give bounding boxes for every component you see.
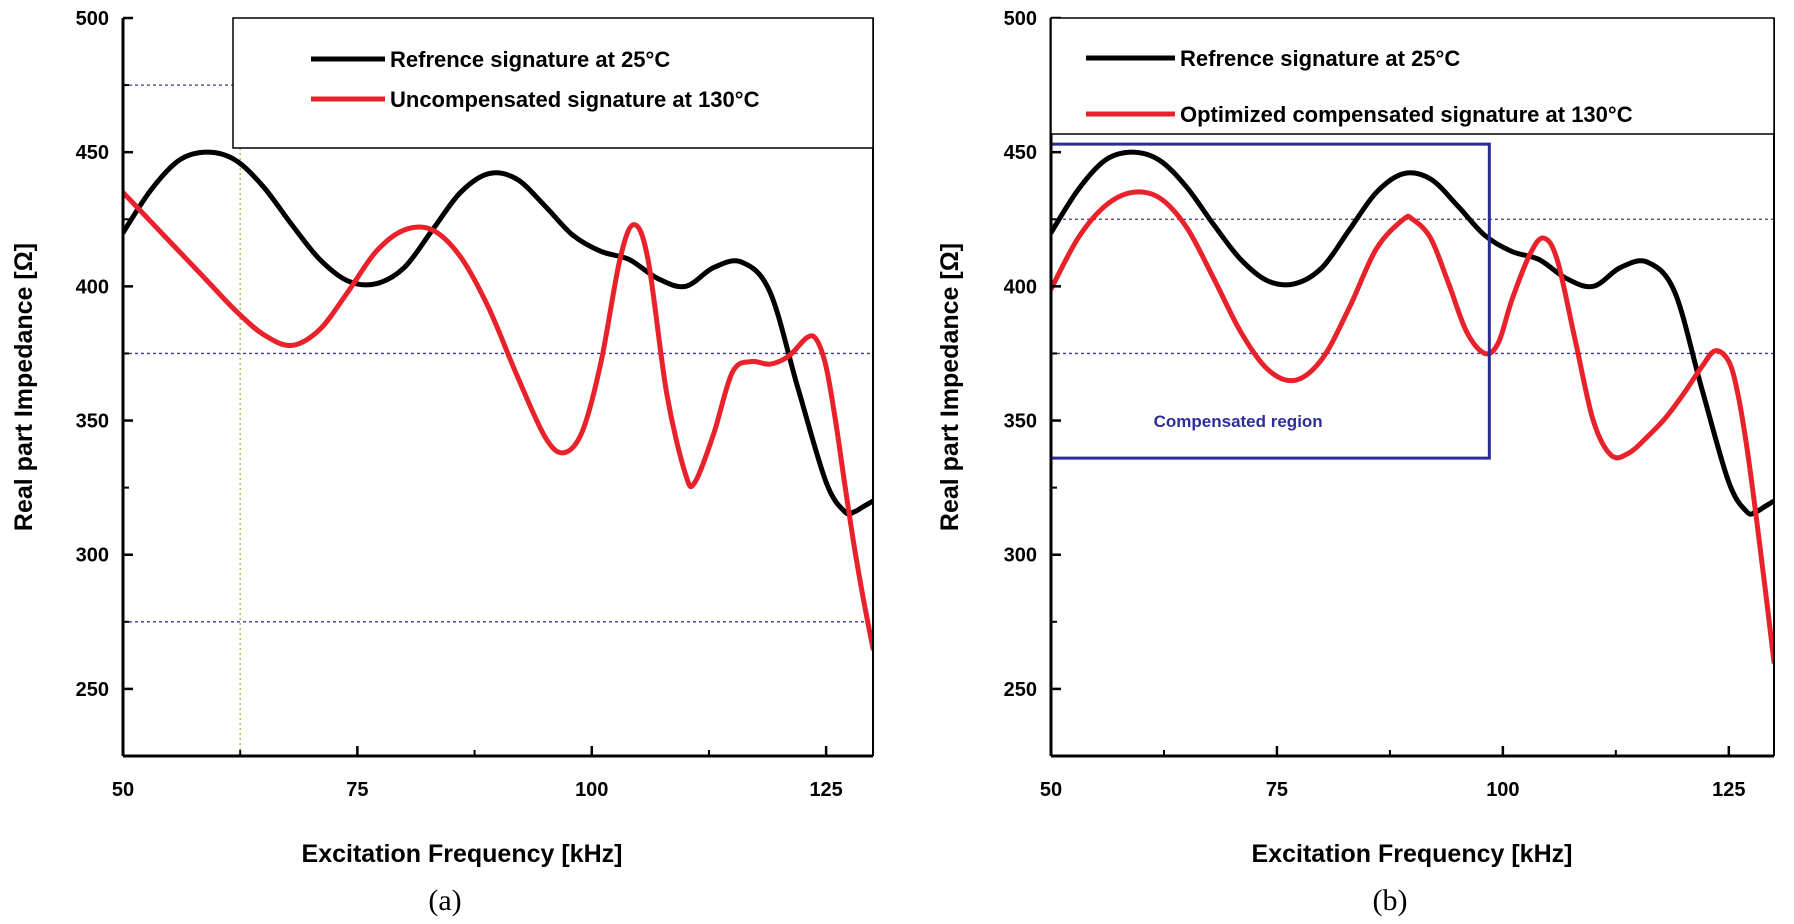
y-tick-label: 450 (1004, 142, 1037, 164)
x-axis-title: Excitation Frequency [kHz] (302, 840, 623, 868)
y-tick-label: 250 (1004, 679, 1037, 701)
y-tick-label: 450 (76, 142, 109, 164)
y-tick-label: 500 (1004, 8, 1037, 30)
y-tick-label: 350 (76, 411, 109, 433)
chart-panel-b: Compensated region 250 300 350 400 450 500 50 75… (936, 8, 1775, 917)
x-axis-title: Excitation Frequency [kHz] (1252, 840, 1573, 868)
x-tick-label: 100 (1486, 779, 1519, 801)
series-line-reference (1051, 149, 1774, 517)
compensated-region-label: Compensated region (1154, 412, 1323, 431)
x-tick-label: 50 (112, 779, 134, 801)
x-tick-label: 125 (809, 779, 842, 801)
y-tick-label: 400 (76, 276, 109, 298)
x-tick-label: 100 (575, 779, 608, 801)
y-axis-title: Real part Impedance [Ω] (936, 243, 964, 531)
legend-label: Optimized compensated signature at 130°C (1180, 102, 1633, 127)
chart-panel-a: 250 300 350 400 450 500 50 75 100 125 Excitation F… (10, 8, 874, 917)
y-tick-label: 400 (1004, 276, 1037, 298)
y-tick-label: 350 (1004, 411, 1037, 433)
y-tick-label: 300 (1004, 545, 1037, 567)
legend-label: Refrence signature at 25°C (1180, 46, 1460, 71)
legend-box (232, 17, 874, 149)
y-tick-label: 300 (76, 545, 109, 567)
panel-caption: (a) (428, 884, 461, 917)
series-line-reference (123, 149, 873, 517)
panel-caption: (b) (1373, 884, 1408, 917)
legend-label: Refrence signature at 25°C (390, 47, 670, 72)
y-axis-title: Real part Impedance [Ω] (10, 243, 38, 531)
x-tick-label: 75 (1266, 779, 1288, 801)
legend-label: Uncompensated signature at 130°C (390, 87, 760, 112)
x-tick-label: 50 (1040, 779, 1062, 801)
x-tick-label: 75 (346, 779, 368, 801)
y-tick-label: 250 (76, 679, 109, 701)
y-tick-label: 500 (76, 8, 109, 30)
series-line-compensated (1051, 189, 1774, 665)
series-line-compensated (123, 189, 873, 652)
x-tick-label: 125 (1712, 779, 1745, 801)
